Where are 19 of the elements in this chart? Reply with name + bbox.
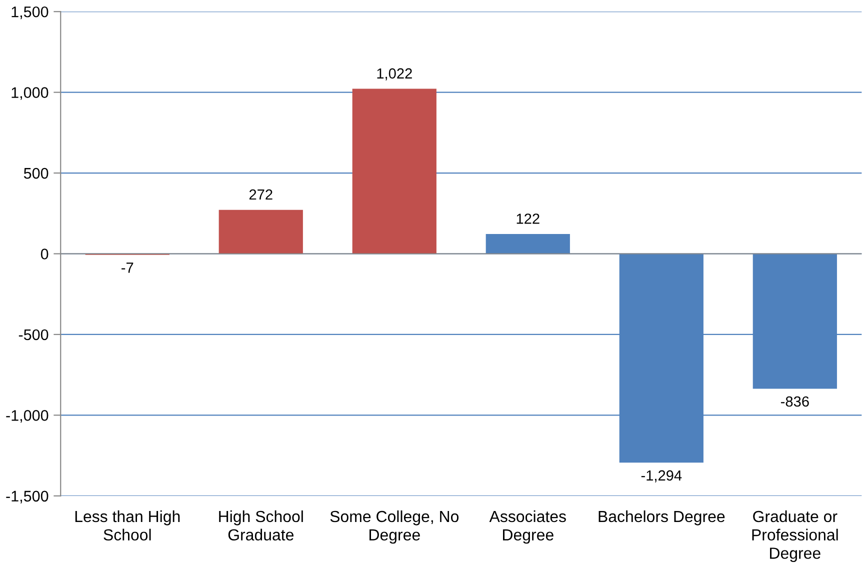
data-label: -1,294 <box>641 470 682 482</box>
data-label: -7 <box>122 262 134 273</box>
x-tick-label: Associates Degree <box>489 510 566 544</box>
y-tick-label: 1,000 <box>12 87 48 100</box>
x-tick-label: Some College, No Degree <box>330 510 459 544</box>
y-tick-label: -500 <box>18 329 48 340</box>
x-tick-label: Less than High School <box>75 510 180 541</box>
x-tick-label: Graduate or Professional Degree <box>752 510 838 562</box>
x-tick-label: Bachelors Degree <box>598 510 725 526</box>
data-label: 1,022 <box>377 68 412 80</box>
y-tick-label: 1,500 <box>12 6 48 20</box>
y-tick-label: -1,000 <box>6 410 48 423</box>
y-tick-label: -1,500 <box>6 490 48 504</box>
data-label: -836 <box>780 396 809 407</box>
data-label: 122 <box>516 214 540 224</box>
y-tick-label: 500 <box>24 168 48 179</box>
x-tick-label: High School Graduate <box>219 510 303 541</box>
data-label: 272 <box>249 189 272 200</box>
y-tick-label: 0 <box>40 248 48 260</box>
